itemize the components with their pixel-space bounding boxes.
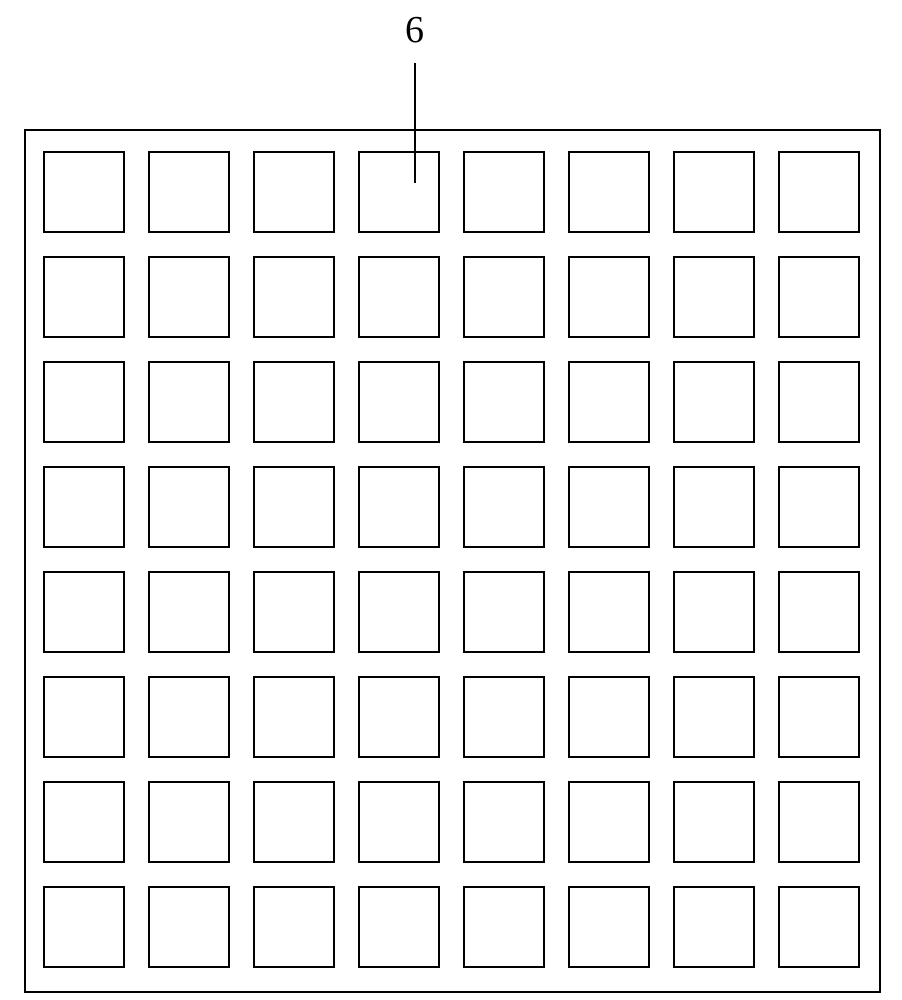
grid-cell	[359, 887, 439, 967]
grid-cell	[674, 887, 754, 967]
grid-cell	[464, 572, 544, 652]
grid-cell	[359, 152, 439, 232]
grid-cell	[464, 467, 544, 547]
grid-cell	[149, 677, 229, 757]
grid-cell	[674, 467, 754, 547]
grid-cell	[359, 257, 439, 337]
grid-cell	[674, 257, 754, 337]
grid-cell	[779, 887, 859, 967]
grid-cell	[254, 152, 334, 232]
grid-cell	[674, 782, 754, 862]
grid-cell	[44, 887, 124, 967]
grid-cell	[254, 257, 334, 337]
grid-cell	[149, 572, 229, 652]
grid-cell	[44, 257, 124, 337]
diagram-page: 6	[0, 0, 902, 1000]
grid-cell	[359, 782, 439, 862]
grid-cell	[254, 782, 334, 862]
grid-cell	[569, 782, 649, 862]
grid-cell	[674, 677, 754, 757]
grid-cell	[779, 152, 859, 232]
grid-cell	[44, 572, 124, 652]
grid-cell	[779, 362, 859, 442]
grid-cell	[569, 467, 649, 547]
grid-cell	[779, 782, 859, 862]
grid-cell	[569, 887, 649, 967]
grid-cell	[149, 887, 229, 967]
grid-cell	[254, 677, 334, 757]
grid-cell	[569, 572, 649, 652]
grid-cell	[254, 887, 334, 967]
grid-cell	[254, 572, 334, 652]
grid-cell	[464, 362, 544, 442]
grid-cell	[44, 467, 124, 547]
grid-cell	[359, 362, 439, 442]
grid-cell	[359, 467, 439, 547]
grid-cell	[254, 467, 334, 547]
grid-cell	[359, 677, 439, 757]
grid-cell	[359, 572, 439, 652]
grid-cell	[44, 677, 124, 757]
grid-cell	[464, 887, 544, 967]
grid-cell	[779, 677, 859, 757]
grid-cell	[674, 152, 754, 232]
grid-cell	[674, 362, 754, 442]
grid-cell	[779, 572, 859, 652]
grid-cell	[149, 362, 229, 442]
grid-cell	[569, 257, 649, 337]
grid-cell	[569, 152, 649, 232]
grid-cell	[569, 362, 649, 442]
grid-cell	[44, 152, 124, 232]
grid-cell	[569, 677, 649, 757]
grid-cell	[464, 152, 544, 232]
grid-cell	[44, 362, 124, 442]
grid-cell	[44, 782, 124, 862]
grid-cell	[149, 782, 229, 862]
grid-cell	[149, 467, 229, 547]
grid-cell	[779, 467, 859, 547]
grid-cell	[464, 782, 544, 862]
grid-cell	[779, 257, 859, 337]
grid-cell	[149, 257, 229, 337]
callout-label-6: 6	[405, 8, 424, 52]
grid-cell	[254, 362, 334, 442]
grid-cell	[464, 677, 544, 757]
grid-cell	[464, 257, 544, 337]
grid-diagram-svg	[0, 0, 902, 1000]
grid-cell	[149, 152, 229, 232]
grid-cell	[674, 572, 754, 652]
